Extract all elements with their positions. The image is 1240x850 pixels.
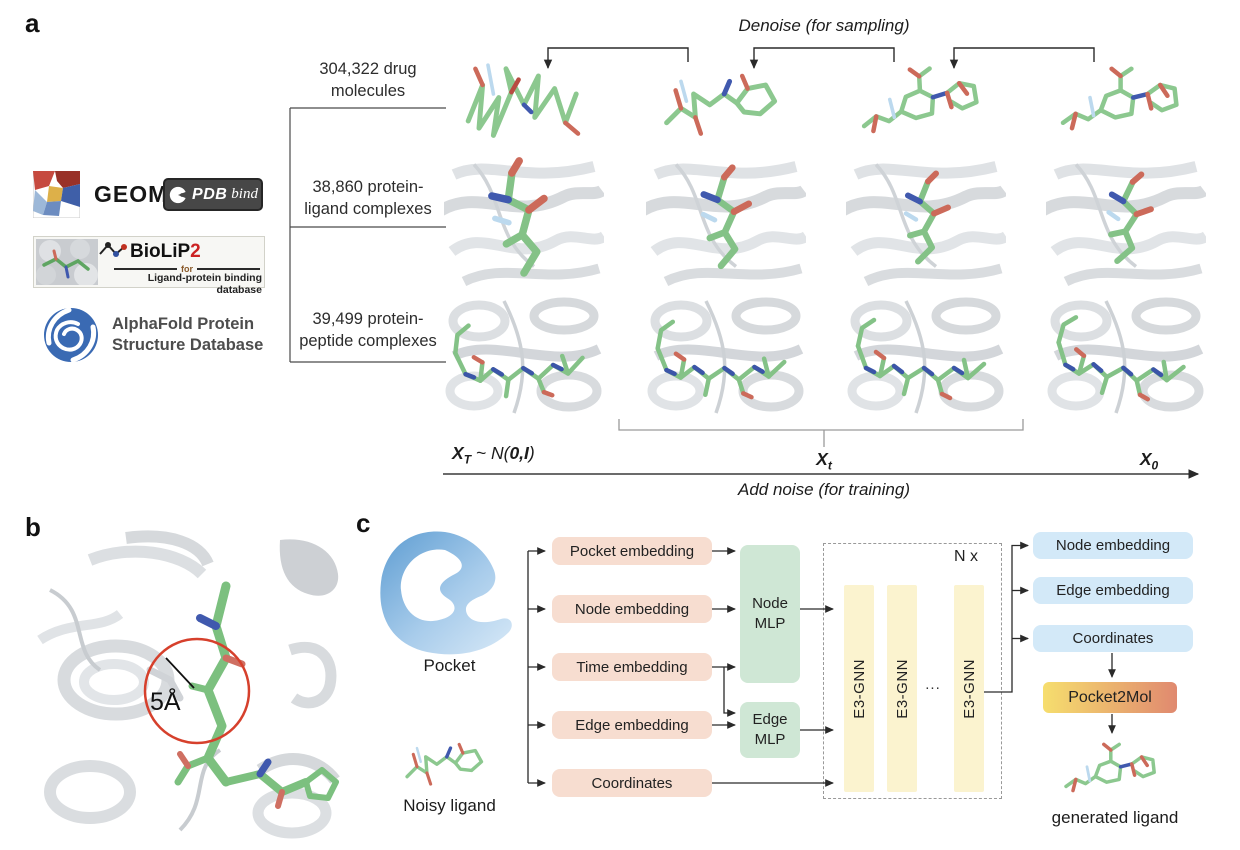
drug-molecule-x0	[1046, 58, 1206, 148]
state-label-xt: Xt	[799, 449, 849, 473]
add-noise-label: Add noise (for training)	[738, 480, 910, 499]
x-subscript: t	[827, 458, 832, 473]
radius-circle-annotation	[143, 637, 251, 745]
distribution-close: )	[528, 443, 535, 463]
count-line: 38,860 protein-	[312, 178, 424, 196]
mlp-label-line: MLP	[754, 615, 786, 632]
distance-label: 5Å	[150, 686, 181, 716]
output-box-edge-embedding: Edge embedding	[1033, 577, 1193, 604]
alphafold-line2: Structure Database	[112, 336, 264, 354]
radius-line	[165, 657, 195, 689]
protein-peptide-image-xt2	[646, 291, 806, 421]
edge-mlp-box: Edge MLP	[740, 702, 800, 758]
geom-logo: GEOM	[33, 171, 168, 218]
dataset-count-protein-ligand: 38,860 protein- ligand complexes	[283, 176, 453, 220]
pdbbind-icon	[169, 186, 188, 203]
protein-ligand-image-xt1	[846, 156, 1006, 287]
distribution-text: ~ N(	[471, 443, 510, 463]
xt-brace	[618, 419, 1024, 447]
x-symbol: X	[1139, 449, 1152, 469]
output-box-coordinates: Coordinates	[1033, 625, 1193, 652]
e3-gnn-label: E3-GNN	[960, 658, 978, 719]
count-line: peptide complexes	[299, 332, 437, 350]
panel-c-label: c	[356, 508, 371, 538]
divider-line	[114, 268, 177, 270]
generated-ligand-image	[1040, 736, 1190, 806]
input-box-coordinates: Coordinates	[552, 769, 712, 797]
alphafold-swirl-icon	[44, 307, 98, 363]
x-symbol: X	[816, 449, 828, 469]
protein-ligand-image-x0	[1046, 156, 1206, 287]
mlp-label-line: Edge	[752, 711, 788, 728]
count-line: ligand complexes	[304, 200, 432, 218]
x-subscript: 0	[1151, 458, 1159, 473]
drug-molecule-xT	[444, 58, 604, 148]
protein-peptide-image-x0	[1046, 291, 1206, 421]
output-box-node-embedding: Node embedding	[1033, 532, 1193, 559]
panel-a-label: a	[25, 8, 40, 38]
drug-molecule-xt1	[846, 58, 1006, 148]
biolip-logo-title: BioLiP2	[130, 241, 201, 263]
repeat-count-label: N x	[954, 548, 978, 565]
noisy-ligand-image	[382, 732, 514, 794]
biolip-subtitle: Ligand-protein binding database	[147, 272, 262, 296]
geom-logo-text: GEOM	[94, 181, 169, 207]
mlp-label-line: Node	[752, 595, 788, 612]
count-line: 39,499 protein-	[312, 310, 424, 328]
e3-gnn-box-1: E3-GNN	[844, 585, 874, 792]
biolip-logo: BioLiP2 for Ligand-protein binding datab…	[33, 236, 265, 296]
generated-ligand-label: generated ligand	[1051, 808, 1179, 827]
panel-b-label: b	[25, 512, 41, 542]
protein-ligand-image-xT	[444, 156, 604, 287]
count-line: 304,322 drug	[319, 60, 417, 78]
biolip-protein-thumbnail	[36, 239, 98, 285]
count-line: molecules	[330, 82, 406, 100]
pocket-label: Pocket	[423, 656, 476, 675]
input-box-pocket-embedding: Pocket embedding	[552, 537, 712, 565]
state-label-xT: XT ~ N(0,I)	[452, 443, 535, 467]
pocket-blob-illustration	[380, 531, 512, 655]
input-box-edge-embedding: Edge embedding	[552, 711, 712, 739]
noisy-ligand-label: Noisy ligand	[403, 796, 496, 815]
pocket2mol-box: Pocket2Mol	[1043, 682, 1177, 713]
input-box-time-embedding: Time embedding	[552, 653, 712, 681]
e3-gnn-label: E3-GNN	[850, 658, 868, 719]
protein-peptide-image-xT	[444, 291, 604, 421]
divider-line	[197, 268, 260, 270]
dataset-count-drug: 304,322 drug molecules	[283, 58, 453, 102]
biolip-for-row: for	[114, 264, 260, 274]
e3-gnn-label: E3-GNN	[893, 658, 911, 719]
alphafold-line1: AlphaFold Protein	[112, 315, 255, 333]
e3-gnn-box-2: E3-GNN	[887, 585, 917, 792]
mlp-label-line: MLP	[754, 731, 786, 748]
biolip-molecule-icon	[99, 242, 127, 257]
x-subscript: T	[463, 452, 472, 467]
biolip-for-word: for	[181, 264, 193, 274]
denoise-bracket-arrows	[543, 47, 1095, 70]
alphafold-logo: AlphaFold Protein Structure Database	[42, 306, 263, 364]
protein-ligand-image-xt2	[646, 156, 806, 287]
denoise-label: Denoise (for sampling)	[738, 16, 910, 35]
x-symbol: X	[452, 443, 464, 463]
e3-gnn-box-3: E3-GNN	[954, 585, 984, 792]
state-label-x0: X0	[1124, 449, 1174, 473]
alphafold-logo-text: AlphaFold Protein Structure Database	[112, 314, 263, 356]
biolip-version: 2	[190, 241, 201, 262]
input-box-node-embedding: Node embedding	[552, 595, 712, 623]
pdbbind-logo: PDB bind	[163, 178, 263, 211]
drug-molecule-xt2	[646, 58, 806, 148]
gnn-ellipsis: ...	[925, 676, 941, 693]
protein-peptide-image-xt1	[846, 291, 1006, 421]
dataset-count-protein-peptide: 39,499 protein- peptide complexes	[283, 308, 453, 352]
node-mlp-box: Node MLP	[740, 545, 800, 683]
biolip-name: BioLiP	[130, 241, 191, 262]
geom-icon	[33, 171, 80, 218]
distribution-params: 0,I	[509, 443, 529, 463]
pdbbind-logo-text-pdb: PDB	[192, 185, 228, 203]
pocket-closeup-image: 5Å	[37, 530, 340, 839]
pdbbind-logo-text-bind: bind	[231, 186, 258, 202]
